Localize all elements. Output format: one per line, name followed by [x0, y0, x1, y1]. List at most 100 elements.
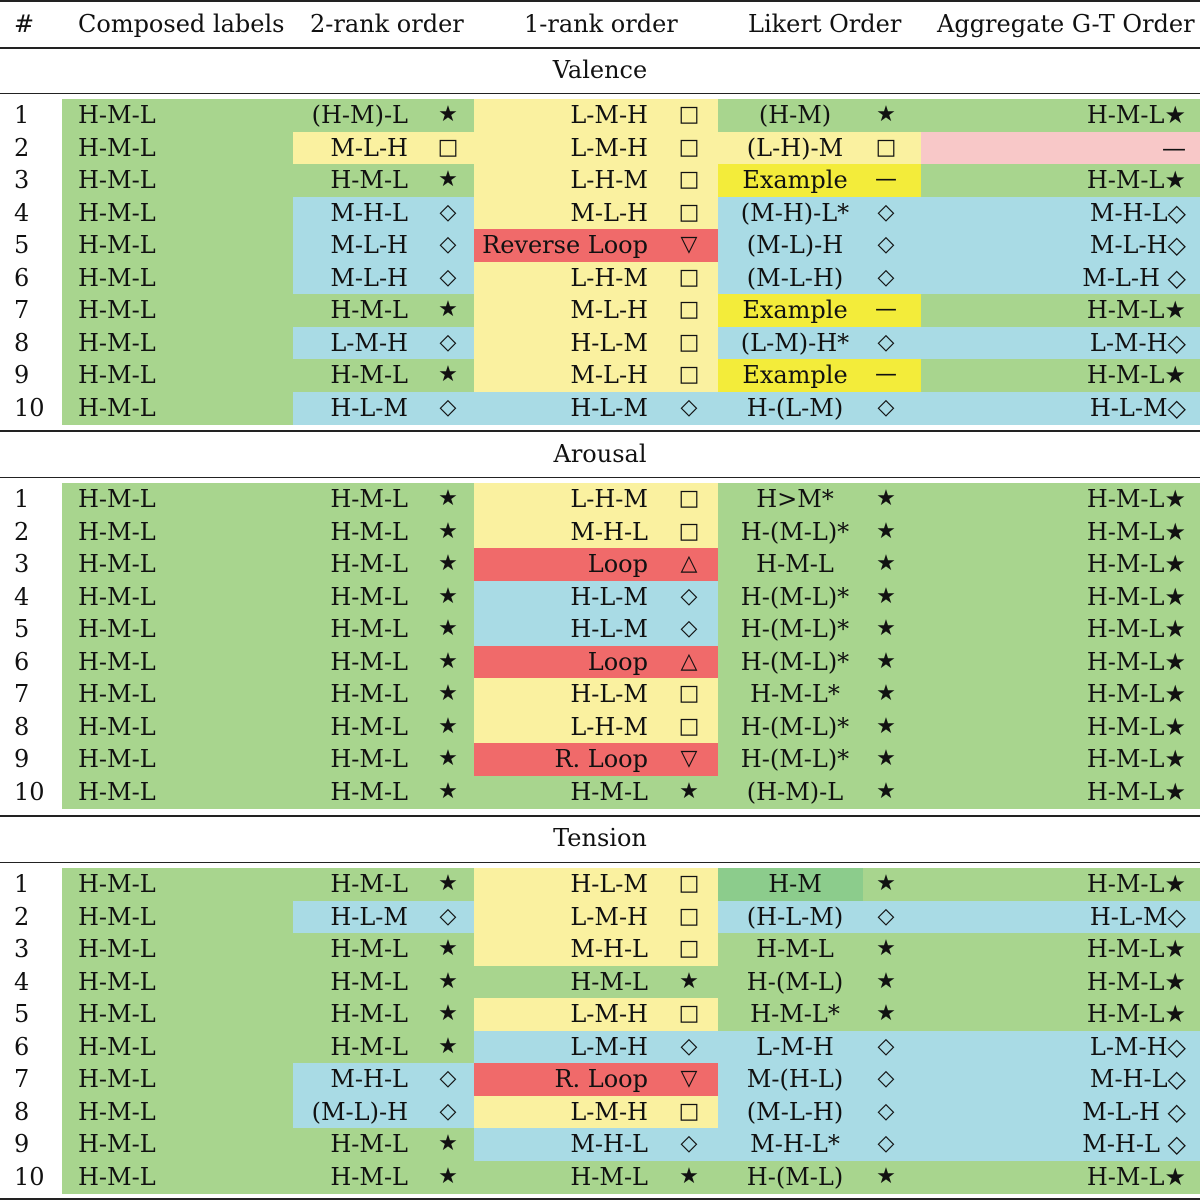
one-rank-symbol-icon: □ — [678, 134, 700, 160]
composed-label: H-M-L — [78, 517, 156, 546]
r-cell — [474, 1095, 718, 1129]
likert-symbol-icon: ★ — [876, 518, 896, 544]
one-rank-symbol-icon: □ — [678, 936, 700, 961]
composed-label: H-M-L — [78, 1000, 156, 1028]
r-cell — [474, 613, 718, 646]
r-cell — [474, 580, 718, 614]
one-rank-symbol-icon: □ — [678, 264, 700, 290]
r-cell — [474, 998, 718, 1031]
row-number: 5 — [14, 1000, 30, 1028]
likert-order: H-(M-L) — [746, 1162, 844, 1191]
one-rank-symbol-icon: □ — [678, 102, 700, 127]
two-rank-symbol-icon: ★ — [438, 1163, 458, 1189]
one-rank-symbol-icon: □ — [678, 167, 700, 192]
likert-symbol-icon: ◇ — [877, 903, 895, 929]
one-rank-order: M-L-H — [570, 198, 648, 227]
composed-cell — [62, 710, 293, 744]
aggregate-order: M-H-L◇ — [1089, 1065, 1186, 1093]
composed-label: H-M-L — [78, 1065, 156, 1093]
c-cell — [293, 261, 474, 295]
a-cell — [921, 678, 1200, 711]
two-rank-symbol-icon: ★ — [438, 1033, 458, 1059]
aggregate-order: L-M-H◇ — [1089, 1032, 1186, 1061]
likert-symbol-icon: ◇ — [877, 232, 895, 257]
r-cell — [474, 933, 718, 966]
likert-symbol-icon: ★ — [876, 648, 896, 674]
composed-label: H-M-L — [78, 550, 156, 578]
aggregate-order: H-M-L★ — [1086, 647, 1186, 676]
composed-label: H-M-L — [78, 263, 156, 292]
composed-cell — [62, 1063, 293, 1096]
likert-order: H-M-L — [756, 550, 834, 578]
two-rank-symbol-icon: ★ — [438, 518, 458, 544]
likert-symbol-icon: ◇ — [877, 264, 895, 290]
c-cell — [293, 326, 474, 360]
two-rank-order: H-M-L — [330, 680, 408, 708]
table-rule — [0, 47, 1200, 49]
r-cell — [474, 359, 718, 392]
r-cell — [474, 1063, 718, 1096]
two-rank-symbol-icon: ★ — [438, 936, 458, 961]
aggregate-order: H-M-L★ — [1086, 712, 1186, 741]
l-cell — [718, 294, 921, 327]
section-title: Tension — [553, 824, 647, 852]
a-cell — [921, 515, 1200, 549]
likert-order: (H-M)-L — [746, 777, 844, 806]
l-cell — [718, 548, 921, 581]
composed-label: H-M-L — [78, 935, 156, 963]
a-cell — [921, 868, 1200, 901]
two-rank-order: H-M-L — [330, 550, 408, 578]
one-rank-order: L-M-H — [570, 101, 648, 129]
c-cell — [293, 933, 474, 966]
two-rank-symbol-icon: □ — [437, 134, 459, 160]
l-cell — [718, 933, 921, 966]
two-rank-symbol-icon: ★ — [438, 167, 458, 192]
composed-cell — [62, 900, 293, 934]
composed-cell — [62, 196, 293, 230]
c-cell — [293, 229, 474, 262]
composed-label: H-M-L — [78, 870, 156, 898]
likert-order: M-(H-L) — [746, 1065, 844, 1093]
one-rank-order: M-H-L — [570, 517, 648, 546]
composed-cell — [62, 359, 293, 392]
l-cell — [718, 965, 921, 999]
row-number: 2 — [14, 517, 30, 546]
composed-label: H-M-L — [78, 198, 156, 227]
l-cell — [718, 1160, 921, 1194]
likert-symbol-icon: ★ — [876, 778, 896, 804]
one-rank-symbol-icon: □ — [678, 903, 700, 929]
row-number: 6 — [14, 647, 30, 676]
composed-cell — [62, 678, 293, 711]
two-rank-order: M-H-L — [330, 198, 408, 227]
one-rank-order: H-L-M — [570, 615, 648, 643]
two-rank-symbol-icon: ◇ — [439, 199, 457, 225]
r-cell — [474, 229, 718, 262]
composed-cell — [62, 391, 293, 425]
l-cell — [718, 326, 921, 360]
one-rank-symbol-icon: □ — [678, 681, 700, 706]
composed-label: H-M-L — [78, 615, 156, 643]
two-rank-symbol-icon: ★ — [438, 102, 458, 127]
c-cell — [293, 99, 474, 132]
composed-cell — [62, 326, 293, 360]
likert-symbol-icon: ★ — [876, 551, 896, 576]
l-cell — [718, 359, 921, 392]
composed-label: H-M-L — [78, 582, 156, 611]
r-cell — [474, 710, 718, 744]
c-cell — [293, 196, 474, 230]
aggregate-order: H-M-L★ — [1086, 935, 1186, 963]
composed-cell — [62, 965, 293, 999]
one-rank-symbol-icon: △ — [680, 551, 698, 576]
likert-symbol-icon: ◇ — [877, 1033, 895, 1059]
two-rank-symbol-icon: ◇ — [439, 394, 457, 420]
l-cell — [718, 229, 921, 262]
l-cell — [718, 678, 921, 711]
likert-order: H-(M-L)* — [740, 745, 850, 773]
two-rank-order: H-M-L — [330, 615, 408, 643]
l-cell — [718, 515, 921, 549]
two-rank-symbol-icon: ★ — [438, 968, 458, 994]
likert-symbol-icon: ◇ — [877, 199, 895, 225]
row-number: 5 — [14, 615, 30, 643]
likert-symbol-icon: ★ — [876, 968, 896, 994]
